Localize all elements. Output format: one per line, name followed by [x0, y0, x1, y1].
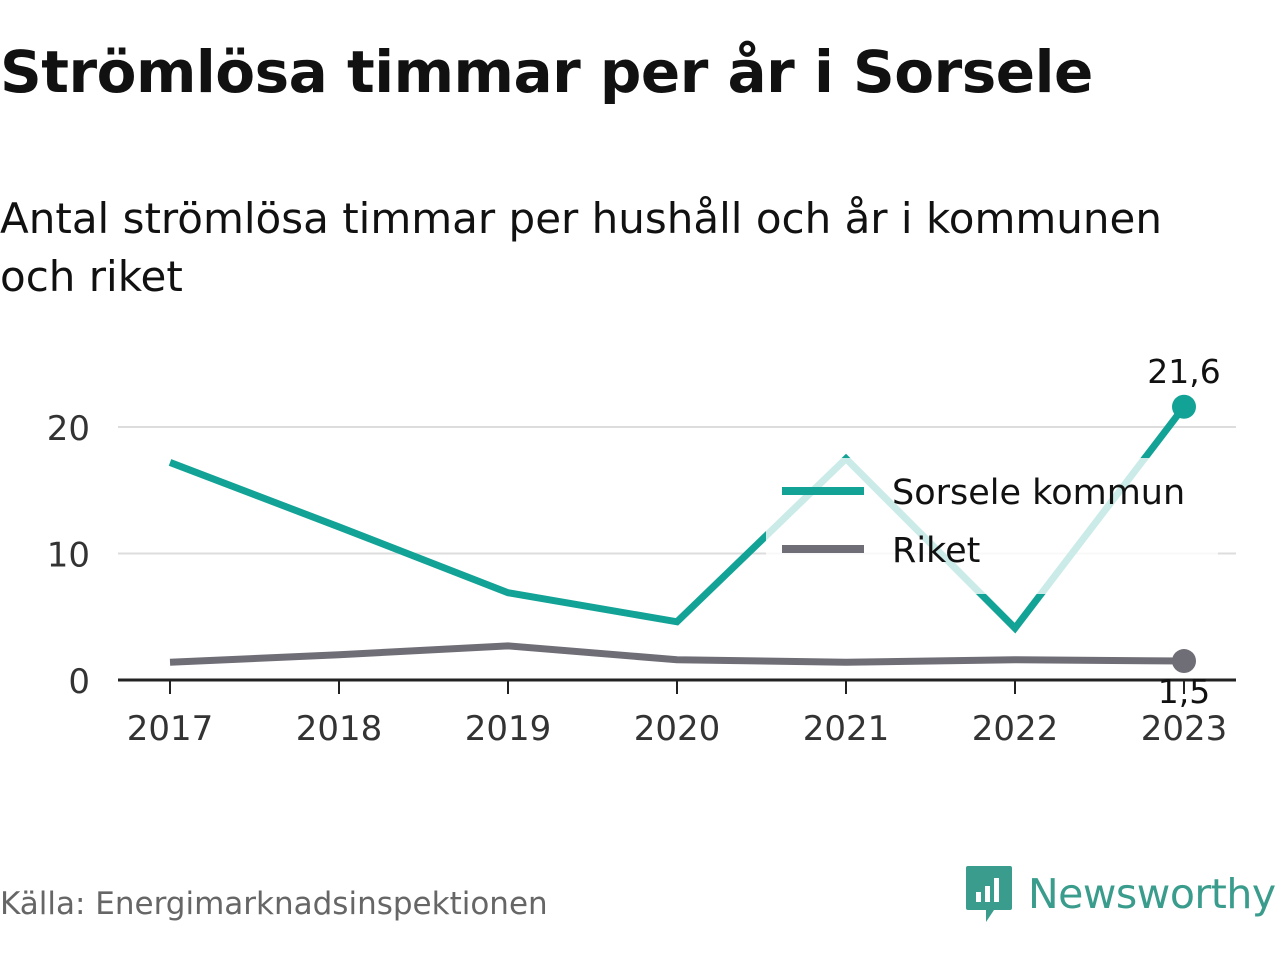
series-line-0: [168, 404, 1187, 634]
x-tick-label: 2021: [803, 709, 890, 749]
x-axis: 2017 2018 2019 2020 2021 2022 2023: [118, 678, 1236, 749]
series-line-1: [169, 642, 1185, 666]
source-note: Källa: Energimarknadsinspektionen: [0, 886, 548, 922]
series-end-point-1: [1172, 649, 1196, 674]
y-tick-label: 0: [68, 662, 90, 702]
newsworthy-logo-icon: [966, 866, 1012, 922]
brand-name: Newsworthy: [1028, 870, 1276, 918]
x-tick-label: 2018: [296, 709, 383, 749]
x-tick-label: 2017: [127, 709, 214, 749]
x-tick-label: 2019: [465, 709, 552, 749]
legend: Sorsele kommun Riket: [766, 458, 1218, 594]
legend-background: [766, 458, 1218, 594]
end-labels: 21,6 1,5: [1147, 352, 1220, 711]
chart-title: Strömlösa timmar per år i Sorsele: [0, 38, 1093, 106]
legend-label: Riket: [892, 531, 980, 571]
brand-logo: Newsworthy: [964, 864, 1276, 924]
end-value-label: 1,5: [1158, 672, 1210, 711]
x-tick-label: 2022: [972, 709, 1059, 749]
legend-label: Sorsele kommun: [892, 473, 1185, 513]
y-tick-label: 10: [47, 536, 90, 576]
y-tick-label: 20: [47, 409, 90, 449]
x-tick-label: 2023: [1141, 709, 1228, 749]
x-tick-label: 2020: [634, 709, 721, 749]
chart-subtitle: Antal strömlösa timmar per hushåll och å…: [0, 194, 1162, 301]
y-axis-ticks: 0 10 20: [47, 409, 90, 702]
series-lines: [168, 394, 1196, 674]
end-value-label: 21,6: [1147, 352, 1220, 391]
series-end-point-0: [1172, 394, 1196, 419]
line-chart: 0 10 20 2017 2018 2019 2020 2021 2022 2023 Sorse…: [47, 352, 1236, 749]
